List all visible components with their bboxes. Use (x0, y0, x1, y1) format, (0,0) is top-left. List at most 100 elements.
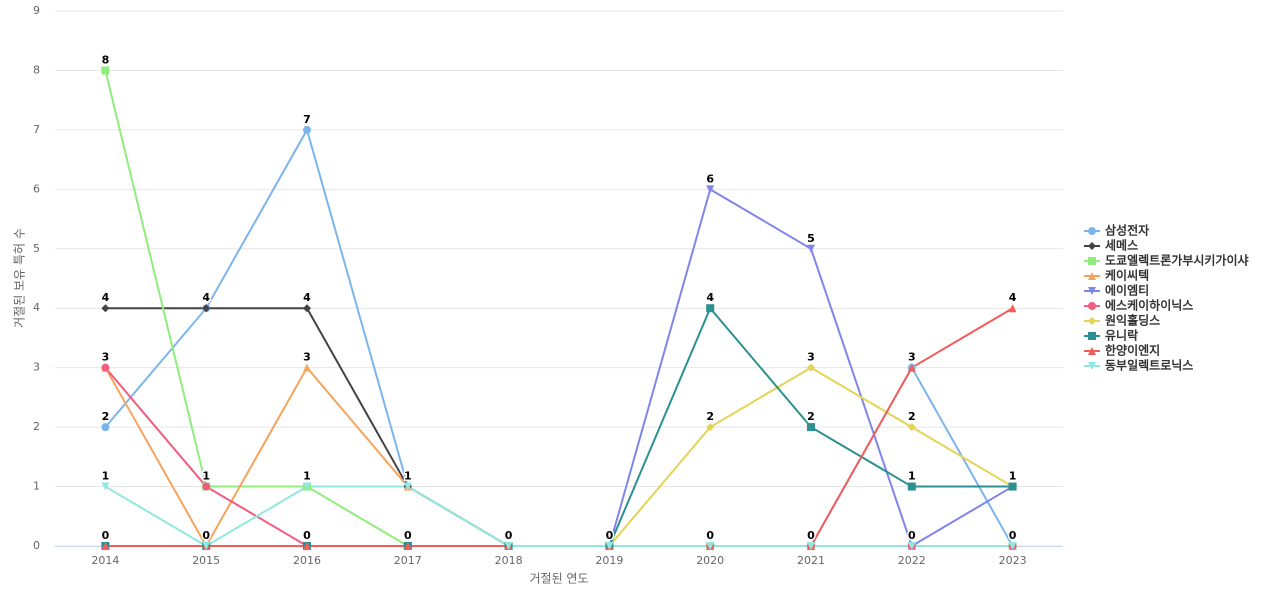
marker (403, 482, 412, 491)
y-tick-label: 4 (33, 301, 40, 314)
x-tick-label: 2023 (999, 554, 1027, 567)
marker (202, 304, 211, 313)
legend-marker (1088, 227, 1096, 235)
y-tick-label: 6 (33, 182, 40, 195)
legend-marker (1088, 362, 1096, 370)
legend: 삼성전자세메스도쿄엘렉트론가부시키가이샤케이씨텍에이엠티에스케이하이닉스원익홀딩… (1084, 223, 1249, 373)
data-label: 7 (303, 113, 311, 126)
marker (101, 482, 110, 491)
marker (303, 125, 311, 134)
legend-marker (1088, 272, 1096, 280)
marker (1008, 482, 1017, 491)
y-tick-label: 2 (33, 420, 40, 433)
data-label: 4 (202, 291, 210, 304)
data-label: 4 (102, 291, 110, 304)
legend-label: 세메스 (1105, 238, 1138, 253)
legend-label: 한양이엔지 (1105, 343, 1160, 358)
marker (706, 185, 715, 194)
data-label: 2 (807, 410, 815, 423)
marker (101, 542, 110, 550)
data-label: 0 (303, 529, 311, 542)
marker (807, 363, 815, 372)
x-tick-label: 2021 (797, 554, 825, 567)
data-label: 0 (505, 529, 513, 542)
data-label: 3 (102, 351, 110, 364)
marker (303, 304, 311, 313)
marker (101, 363, 110, 372)
marker (706, 423, 715, 432)
data-label: 4 (706, 291, 714, 304)
marker (907, 542, 916, 550)
marker (706, 304, 715, 313)
marker (202, 482, 211, 491)
legend-marker (1088, 317, 1096, 325)
data-label: 2 (102, 410, 110, 423)
x-tick-label: 2022 (898, 554, 926, 567)
legend-label: 에이엠티 (1105, 283, 1149, 298)
x-tick-label: 2020 (696, 554, 724, 567)
data-label: 4 (1009, 291, 1017, 304)
marker (303, 482, 311, 491)
legend-label: 유니락 (1105, 328, 1138, 343)
marker (504, 542, 513, 550)
marker (605, 542, 614, 550)
marker (907, 423, 916, 432)
marker (907, 363, 916, 372)
legend-label: 동부일렉트로닉스 (1105, 358, 1193, 373)
y-tick-label: 1 (33, 480, 40, 493)
data-label: 0 (102, 529, 110, 542)
marker (907, 482, 916, 491)
data-label: 1 (1009, 470, 1017, 483)
y-tick-label: 5 (33, 242, 40, 255)
data-label: 2 (706, 410, 714, 423)
x-tick-label: 2014 (91, 554, 119, 567)
data-label: 4 (303, 291, 311, 304)
y-tick-label: 0 (33, 539, 40, 552)
x-tick-label: 2019 (595, 554, 623, 567)
x-tick-label: 2017 (394, 554, 422, 567)
data-label: 1 (303, 470, 311, 483)
y-tick-label: 3 (33, 361, 40, 374)
legend-marker (1088, 302, 1096, 310)
x-tick-label: 2016 (293, 554, 321, 567)
data-label: 0 (706, 529, 714, 542)
data-label: 0 (1009, 529, 1017, 542)
lines (104, 70, 1014, 549)
marker (101, 304, 110, 313)
legend-label: 에스케이하이닉스 (1105, 298, 1193, 313)
marker (303, 542, 311, 550)
series-line (104, 365, 1013, 549)
data-label: 1 (102, 470, 110, 483)
data-label: 0 (807, 529, 815, 542)
marker (101, 66, 110, 75)
data-label: 2 (908, 410, 916, 423)
series-line (104, 485, 1013, 548)
data-label: 1 (404, 470, 412, 483)
legend-label: 케이씨텍 (1105, 268, 1149, 283)
y-tick-label: 8 (33, 63, 40, 76)
marker (1008, 542, 1017, 550)
legend-marker (1088, 257, 1096, 265)
data-label: 0 (606, 529, 614, 542)
marker (807, 244, 815, 253)
data-label: 6 (706, 172, 714, 185)
data-label: 3 (807, 351, 815, 364)
x-axis-title: 거절된 연도 (529, 572, 588, 586)
legend-marker (1088, 347, 1096, 355)
data-label: 5 (807, 232, 815, 245)
marker (1008, 304, 1017, 313)
data-label: 3 (908, 351, 916, 364)
legend-label: 원익홀딩스 (1105, 313, 1160, 328)
data-label: 0 (202, 529, 210, 542)
y-axis-title: 거절된 보유 특허 수 (13, 228, 27, 328)
series-line (105, 366, 1014, 547)
data-label: 3 (303, 351, 311, 364)
y-tick-label: 7 (33, 123, 40, 136)
legend-marker (1088, 242, 1096, 250)
marker (101, 423, 110, 432)
data-label: 1 (202, 470, 210, 483)
marker (807, 542, 815, 550)
marker (202, 542, 211, 550)
